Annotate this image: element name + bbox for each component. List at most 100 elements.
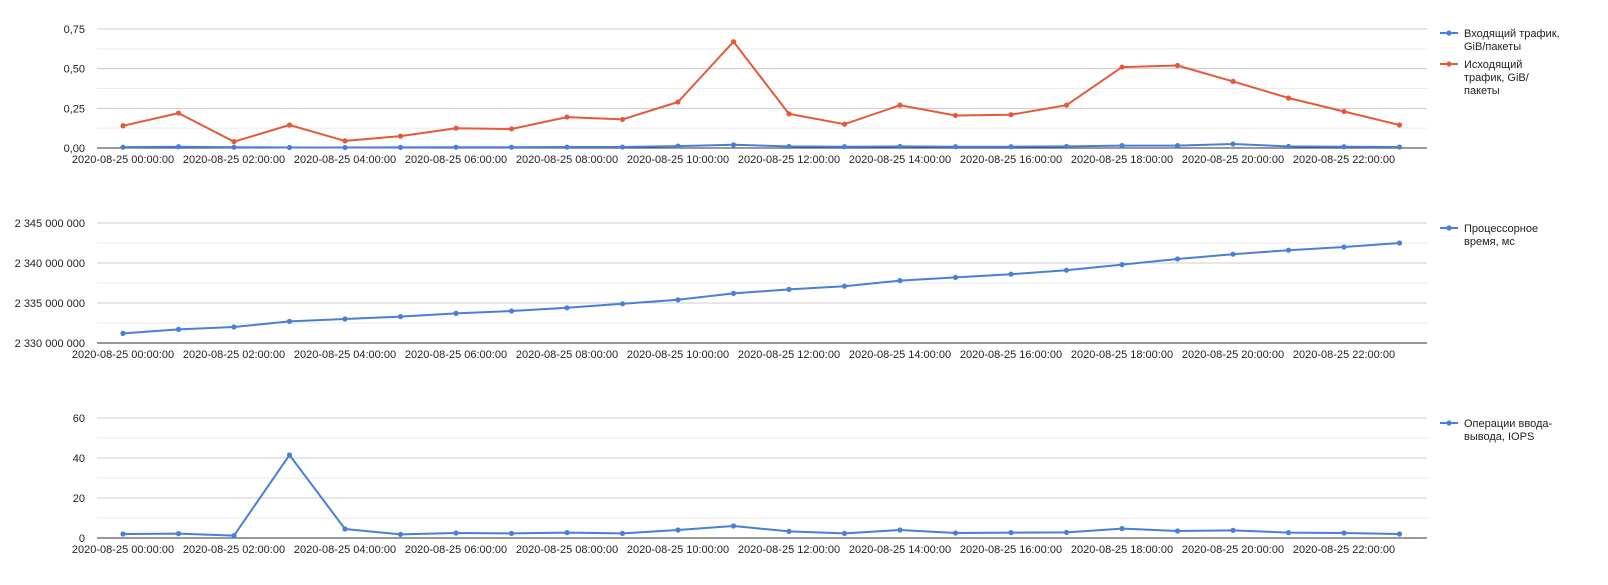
data-point <box>1396 144 1403 150</box>
legend-label-line: вывода, IOPS <box>1464 431 1534 443</box>
x-tick-label: 2020-08-25 00:00:00 <box>72 154 174 166</box>
data-point <box>841 121 848 127</box>
data-point <box>619 144 626 150</box>
data-point <box>508 308 515 314</box>
data-point <box>175 531 182 537</box>
data-point <box>1063 529 1070 536</box>
y-tick-label: 2 340 000 000 <box>15 258 85 270</box>
x-tick-label: 2020-08-25 16:00:00 <box>960 544 1062 556</box>
series-line <box>122 454 1400 537</box>
data-point <box>397 314 404 320</box>
data-point <box>1230 251 1236 257</box>
x-tick-label: 2020-08-25 08:00:00 <box>516 349 618 361</box>
legend-label-line: Процессорное <box>1464 223 1538 235</box>
y-tick-label: 0 <box>79 533 85 545</box>
data-point <box>286 318 293 324</box>
x-tick-label: 2020-08-25 06:00:00 <box>405 349 507 361</box>
data-point <box>1230 527 1236 534</box>
series-1 <box>120 452 1403 539</box>
y-tick-label: 2 330 000 000 <box>15 338 85 350</box>
data-point <box>508 144 515 150</box>
x-tick-label: 2020-08-25 00:00:00 <box>72 544 174 556</box>
legend-label-line: время, мс <box>1464 236 1515 248</box>
data-point <box>1008 271 1014 277</box>
data-point <box>231 533 237 539</box>
series-2 <box>120 39 1403 145</box>
x-tick-label: 2020-08-25 12:00:00 <box>738 544 840 556</box>
data-point <box>619 301 626 307</box>
legend-entry: Исходящий трафик, GiB/пакеты <box>1440 59 1530 97</box>
data-point <box>453 125 459 131</box>
data-point <box>453 144 459 150</box>
data-point <box>730 39 737 45</box>
legend-entry: Процессорное время, мс <box>1440 223 1538 248</box>
data-point <box>1396 122 1403 128</box>
chart-panel-3: 0 20 40 60 2020-08-25 00:00:00 2020-08-25 02:… <box>72 413 1553 556</box>
x-tick-label: 2020-08-25 02:00:00 <box>183 544 285 556</box>
data-point <box>1285 143 1292 150</box>
y-tick-label: 40 <box>73 453 85 465</box>
data-point <box>1008 530 1014 536</box>
data-point <box>397 133 404 139</box>
data-point <box>453 530 459 536</box>
legend-marker <box>1446 61 1452 67</box>
y-tick-label: 0,25 <box>64 103 85 115</box>
data-point <box>342 316 348 322</box>
data-point <box>342 138 348 144</box>
data-point <box>730 290 737 296</box>
data-point <box>1230 78 1236 84</box>
x-tick-label: 2020-08-25 14:00:00 <box>849 349 951 361</box>
y-tick-label: 60 <box>73 413 85 425</box>
data-point <box>1341 108 1347 115</box>
y-tick-label: 0,00 <box>64 143 85 155</box>
data-point <box>730 142 737 148</box>
data-point <box>730 523 737 529</box>
chart-panel-2: 2 330 000 000 2 335 000 000 2 340 000 000 2… <box>15 218 1538 361</box>
legend-label-line: Операции ввода- <box>1464 418 1552 430</box>
data-point <box>952 274 959 280</box>
data-point <box>231 139 237 145</box>
series-line <box>122 40 1400 143</box>
data-point <box>675 297 681 303</box>
x-tick-label: 2020-08-25 16:00:00 <box>960 154 1062 166</box>
y-tick-label: 0,50 <box>64 64 85 76</box>
x-tick-label: 2020-08-25 20:00:00 <box>1182 154 1284 166</box>
data-point <box>564 114 570 120</box>
data-point <box>286 122 293 128</box>
data-point <box>1174 528 1181 534</box>
data-point <box>120 531 126 537</box>
data-point <box>897 527 903 533</box>
data-point <box>508 126 515 132</box>
legend-label-line: пакеты <box>1464 85 1500 97</box>
x-tick-label: 2020-08-25 14:00:00 <box>849 154 951 166</box>
y-tick-label: 2 345 000 000 <box>15 218 85 230</box>
data-point <box>120 123 126 129</box>
data-point <box>1341 144 1347 150</box>
data-point <box>619 530 626 537</box>
data-point <box>1174 143 1181 149</box>
data-point <box>286 452 293 458</box>
y-tick-label: 2 335 000 000 <box>15 298 85 310</box>
x-tick-label: 2020-08-25 22:00:00 <box>1293 154 1395 166</box>
data-point <box>1174 256 1181 262</box>
chart-panel-1: 0,00 0,25 0,50 0,75 2020-08-25 00:00:00 2020-… <box>64 24 1560 166</box>
x-tick-label: 2020-08-25 16:00:00 <box>960 349 1062 361</box>
x-tick-label: 2020-08-25 06:00:00 <box>405 544 507 556</box>
data-point <box>120 330 126 336</box>
data-point <box>841 283 848 289</box>
x-tick-label: 2020-08-25 06:00:00 <box>405 154 507 166</box>
x-tick-label: 2020-08-25 18:00:00 <box>1071 154 1173 166</box>
legend-marker <box>1446 420 1452 426</box>
data-point <box>342 144 348 151</box>
series-1 <box>120 240 1403 336</box>
data-point <box>841 530 848 537</box>
data-point <box>564 530 570 536</box>
x-tick-label: 2020-08-25 10:00:00 <box>627 544 729 556</box>
legend-label: Процессорное время, мс <box>1464 223 1538 248</box>
legend-label-line: Исходящий <box>1464 59 1522 71</box>
x-tick-label: 2020-08-25 02:00:00 <box>183 154 285 166</box>
data-point <box>675 143 681 149</box>
data-point <box>952 144 959 150</box>
data-point <box>1063 143 1070 150</box>
